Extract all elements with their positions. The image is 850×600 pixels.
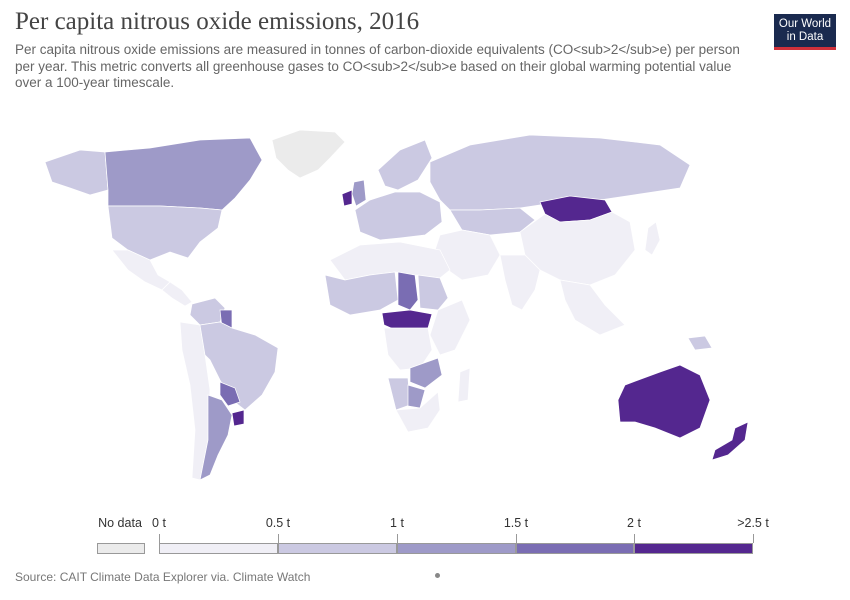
argentina[interactable] <box>199 394 233 481</box>
papua-new-guinea[interactable] <box>687 335 713 351</box>
alaska[interactable] <box>44 149 109 196</box>
europe-west[interactable] <box>354 191 443 241</box>
india[interactable] <box>499 254 541 311</box>
legend-tick-2 <box>397 534 398 543</box>
namibia[interactable] <box>387 377 411 411</box>
zambia[interactable] <box>409 357 443 389</box>
legend-label-4: 2 t <box>627 516 641 530</box>
paraguay[interactable] <box>219 381 241 407</box>
legend-tick-0 <box>159 534 160 543</box>
legend-label-2: 1 t <box>390 516 404 530</box>
logo-line-2: in Data <box>786 31 824 43</box>
madagascar[interactable] <box>457 367 471 403</box>
australia[interactable] <box>617 364 711 439</box>
world-map <box>0 110 850 510</box>
legend-tick-end <box>753 534 754 543</box>
legend-tick-1 <box>278 534 279 543</box>
pagination-dot[interactable] <box>435 573 440 578</box>
legend-label-0: 0 t <box>152 516 166 530</box>
chad[interactable] <box>397 271 419 311</box>
legend-label-1: 0.5 t <box>265 516 291 530</box>
canada[interactable] <box>104 137 263 211</box>
legend-swatch-2[interactable] <box>397 543 516 554</box>
legend-swatch-3[interactable] <box>516 543 634 554</box>
sudan[interactable] <box>417 274 449 311</box>
legend-tick-3 <box>516 534 517 543</box>
new-zealand[interactable] <box>711 421 749 461</box>
venezuela[interactable] <box>189 297 226 326</box>
legend-no-data-swatch[interactable] <box>97 543 145 554</box>
legend-swatch-4[interactable] <box>634 543 753 554</box>
east-africa[interactable] <box>429 299 471 356</box>
legend-swatch-0[interactable] <box>159 543 278 554</box>
legend-tick-4 <box>634 534 635 543</box>
logo-line-1: Our World <box>778 18 832 30</box>
source-note: Source: CAIT Climate Data Explorer via. … <box>15 570 311 584</box>
southern-africa[interactable] <box>395 391 441 433</box>
legend-swatch-1[interactable] <box>278 543 397 554</box>
uruguay[interactable] <box>231 409 245 427</box>
legend: No data 0 t 0.5 t 1 t 1.5 t 2 t >2.5 t <box>0 510 850 555</box>
world-map-svg <box>44 129 749 481</box>
russia[interactable] <box>429 134 691 211</box>
uk[interactable] <box>351 179 367 207</box>
chart-title: Per capita nitrous oxide emissions, 2016 <box>15 8 420 35</box>
scandinavia[interactable] <box>377 139 433 191</box>
legend-label-end: >2.5 t <box>737 516 769 530</box>
japan[interactable] <box>644 221 661 256</box>
ireland[interactable] <box>341 189 353 207</box>
mexico[interactable] <box>111 249 171 291</box>
greenland[interactable] <box>271 129 346 179</box>
owid-logo[interactable]: Our World in Data <box>774 14 836 50</box>
botswana[interactable] <box>407 384 426 409</box>
southeast-asia[interactable] <box>559 279 626 336</box>
west-africa[interactable] <box>324 271 399 316</box>
legend-no-data-label: No data <box>98 516 142 530</box>
legend-label-3: 1.5 t <box>503 516 529 530</box>
central-america[interactable] <box>161 281 193 307</box>
brazil[interactable] <box>199 321 279 411</box>
chart-subtitle: Per capita nitrous oxide emissions are m… <box>15 42 740 90</box>
usa[interactable] <box>107 205 223 261</box>
